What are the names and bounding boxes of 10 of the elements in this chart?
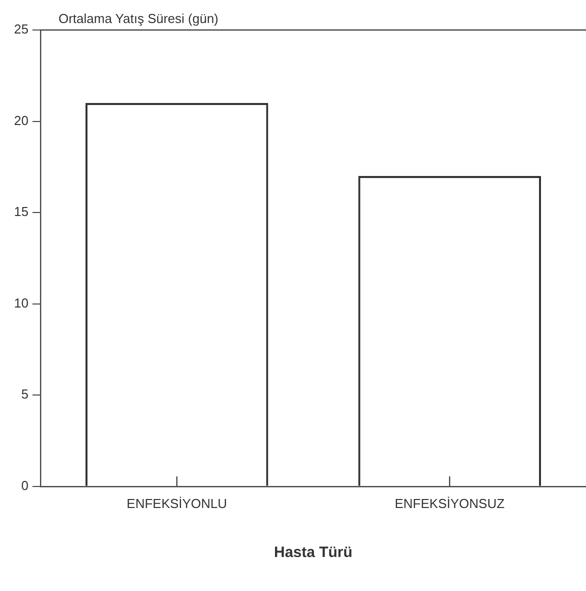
y-tick-label: 20 bbox=[14, 112, 28, 128]
x-tick-label: ENFEKSİYONSUZ bbox=[394, 496, 505, 511]
y-tick-label: 25 bbox=[14, 22, 28, 37]
y-axis-title: Ortalama Yatış Süresi (gün) bbox=[58, 11, 218, 26]
y-tick-label: 15 bbox=[14, 204, 28, 220]
y-tick-label: 10 bbox=[14, 295, 28, 310]
x-axis-title: Hasta Türü bbox=[274, 544, 352, 562]
x-tick-label: ENFEKSİYONLU bbox=[126, 496, 228, 511]
y-tick-label: 0 bbox=[21, 478, 28, 493]
y-tick-label: 5 bbox=[21, 386, 28, 402]
